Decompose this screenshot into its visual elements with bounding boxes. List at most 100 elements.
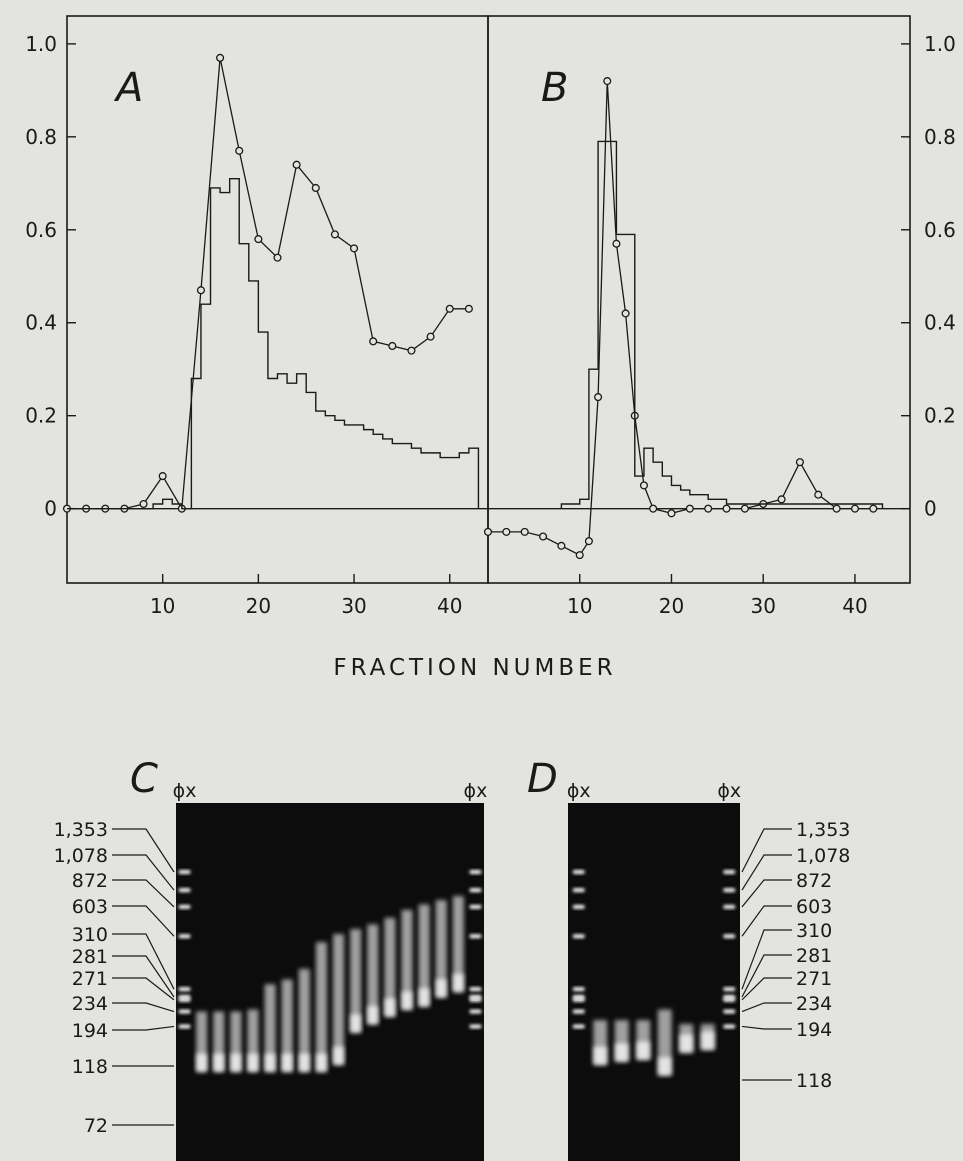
x-axis-title: FRACTION NUMBER: [333, 655, 616, 681]
size-marker-leader: [112, 854, 175, 891]
marker-band: [469, 888, 482, 893]
sample-smear: [452, 896, 464, 992]
sample-band: [333, 1046, 344, 1065]
sample-band: [658, 1057, 672, 1076]
marker-band: [723, 904, 736, 909]
size-marker-leader: [112, 828, 175, 873]
size-marker-leader: [741, 854, 792, 891]
data-point: [254, 235, 263, 244]
size-marker-label: 271: [796, 968, 832, 990]
x-tick-label: 20: [659, 594, 684, 618]
data-point: [483, 527, 493, 536]
marker-band: [572, 904, 585, 909]
marker-band: [572, 987, 585, 992]
sample-band: [282, 1053, 293, 1072]
y-tick-label: 0.4: [924, 311, 956, 335]
marker-band: [178, 904, 191, 909]
plot-frame-b: [487, 15, 911, 584]
y-tick-label: 0.2: [25, 404, 57, 428]
size-marker-leader: [112, 955, 175, 998]
panel-c-letter: C: [130, 756, 158, 802]
sample-smear: [350, 929, 362, 1033]
marker-band: [723, 888, 736, 893]
size-marker-leader: [741, 828, 792, 873]
sample-band: [593, 1046, 607, 1065]
phi-x-label: ϕx: [464, 780, 488, 802]
y-tick-label: 1.0: [924, 32, 956, 56]
phi-x-label: ϕx: [717, 780, 741, 802]
size-marker-leader: [741, 1002, 792, 1013]
y-tick-label: 0: [44, 497, 57, 521]
sample-band: [701, 1031, 715, 1050]
size-marker-label: 1,078: [796, 845, 850, 867]
data-point: [649, 504, 658, 513]
marker-band: [572, 888, 585, 893]
y-tick-label: 0.8: [25, 125, 57, 149]
data-point: [869, 504, 878, 513]
sample-band: [264, 1053, 276, 1072]
sample-band: [679, 1034, 693, 1053]
panel-a-letter: A: [113, 65, 143, 111]
size-marker-leader: [112, 977, 175, 1001]
sample-smear: [315, 942, 327, 1072]
data-point: [575, 551, 584, 560]
marker-band: [178, 987, 191, 992]
sample-band: [418, 988, 430, 1007]
marker-band: [723, 987, 736, 992]
y-tick-label: 0.6: [25, 218, 57, 242]
size-marker-leader: [741, 1025, 792, 1030]
marker-band: [723, 997, 736, 1002]
data-point: [850, 504, 860, 513]
size-marker-leader: [112, 933, 175, 990]
sample-smear: [213, 1011, 225, 1072]
marker-band: [723, 870, 736, 874]
sample-band: [453, 973, 464, 992]
sample-band: [384, 998, 396, 1017]
x-tick-label: 30: [341, 594, 366, 618]
size-marker-label: 1,353: [54, 819, 108, 841]
marker-band: [178, 870, 191, 874]
sample-band: [247, 1053, 259, 1072]
size-marker-leader: [741, 954, 792, 998]
sample-smear: [418, 904, 430, 1007]
size-marker-leader: [741, 905, 792, 937]
marker-band: [178, 888, 191, 893]
sample-smear: [384, 917, 396, 1017]
sample-band: [196, 1053, 207, 1072]
size-marker-label: 194: [72, 1020, 108, 1042]
x-tick-label: 30: [750, 594, 775, 618]
sample-band: [436, 979, 447, 998]
sample-smear: [281, 979, 293, 1072]
size-marker-label: 72: [84, 1115, 108, 1137]
data-point: [557, 541, 566, 550]
size-marker-label: 1,078: [54, 845, 108, 867]
marker-band: [469, 870, 482, 874]
phi-x-label: ϕx: [173, 780, 197, 802]
sample-band: [316, 1053, 327, 1072]
sample-band: [213, 1053, 224, 1072]
y-tick-label: 0: [924, 497, 937, 521]
data-point: [139, 499, 148, 509]
marker-band: [572, 1024, 585, 1029]
data-point: [612, 239, 621, 248]
size-marker-label: 234: [796, 993, 832, 1015]
marker-band: [723, 934, 736, 939]
data-point: [584, 537, 593, 546]
data-point: [369, 337, 378, 346]
data-point: [158, 472, 167, 481]
data-point: [814, 490, 823, 499]
size-marker-leader: [741, 929, 792, 990]
data-point: [704, 504, 713, 513]
data-point: [502, 527, 511, 536]
data-point: [388, 341, 397, 351]
sample-band: [636, 1041, 650, 1060]
data-point: [740, 504, 749, 513]
marker-band: [178, 1009, 191, 1014]
sample-smear: [247, 1009, 259, 1072]
sample-smear: [367, 924, 379, 1025]
data-point: [832, 504, 841, 513]
data-point: [603, 77, 612, 86]
panel-d-letter: D: [527, 756, 558, 802]
